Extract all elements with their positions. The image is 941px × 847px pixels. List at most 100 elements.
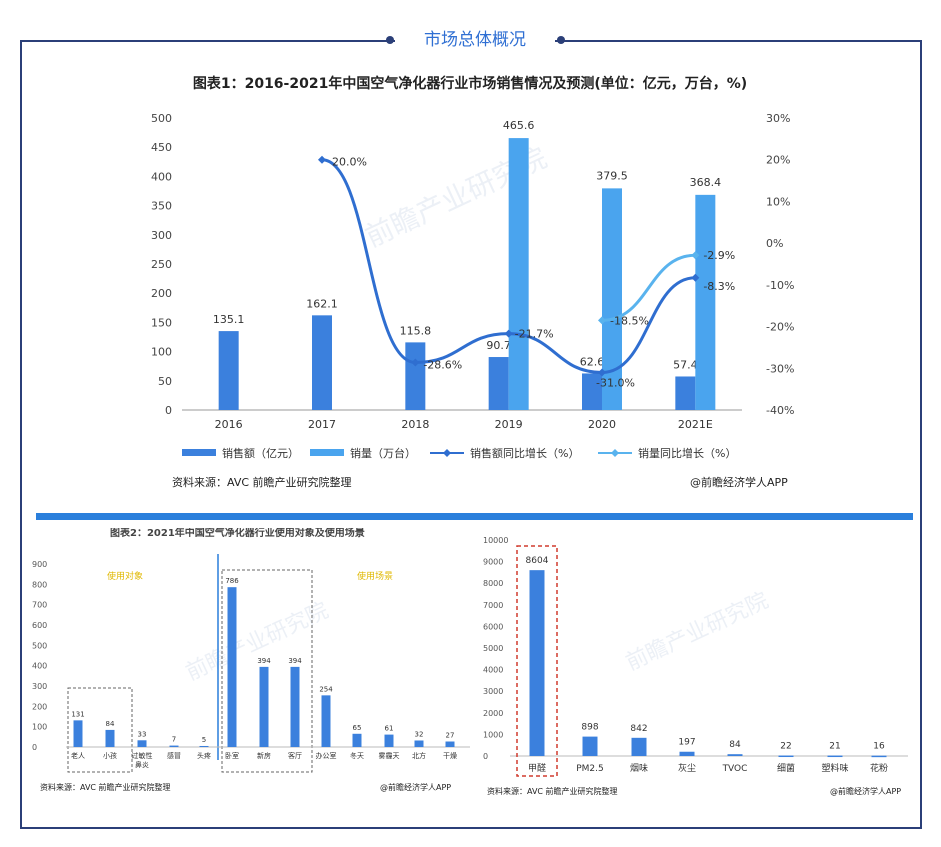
y2-tick-label: 20% bbox=[766, 154, 790, 167]
bar-volume-label: 379.5 bbox=[596, 169, 628, 182]
x-tick-label: 2018 bbox=[401, 418, 429, 431]
bar-sales-label: 135.1 bbox=[213, 313, 245, 326]
legend-label: 销售额（亿元） bbox=[222, 446, 299, 460]
bar-sales-value bbox=[218, 331, 239, 410]
highlight-box-formaldehyde bbox=[516, 545, 558, 777]
x-tick-label: 新房 bbox=[257, 751, 271, 760]
bar-volume bbox=[602, 188, 622, 410]
usage-bar-label: 131 bbox=[71, 710, 84, 718]
usage-bar-label: 65 bbox=[353, 724, 362, 732]
bar-sales-value bbox=[675, 376, 696, 410]
usage-bar-label: 84 bbox=[106, 720, 115, 728]
y-tick-label: 200 bbox=[151, 287, 172, 300]
sales-growth-point bbox=[411, 358, 420, 367]
legend-label: 销量（万台） bbox=[350, 446, 416, 460]
y-tick-label: 600 bbox=[32, 621, 47, 630]
y-tick-label: 3000 bbox=[483, 687, 503, 696]
y2-tick-label: -30% bbox=[766, 362, 794, 375]
pollutant-bar bbox=[679, 751, 695, 756]
bar-sales-label: 162.1 bbox=[306, 297, 338, 310]
bar-sales-label: 90.7 bbox=[486, 339, 511, 352]
usage-bar-label: 394 bbox=[257, 657, 271, 665]
volume-growth-point bbox=[598, 316, 606, 325]
x-tick-label: 塑料味 bbox=[821, 762, 848, 774]
usage-bar bbox=[73, 720, 83, 747]
legend-swatch bbox=[182, 449, 216, 456]
bar-sales-value bbox=[312, 315, 332, 410]
pollutant-bar bbox=[827, 755, 843, 758]
usage-bar-label: 61 bbox=[385, 725, 394, 733]
sales-growth-label: -31.0% bbox=[596, 376, 635, 389]
usage-bar bbox=[445, 741, 455, 747]
x-tick-label: 干燥 bbox=[443, 751, 457, 760]
volume-growth-label: -18.5% bbox=[610, 314, 649, 327]
x-tick-label: 冬天 bbox=[350, 751, 364, 760]
pollutant-bar-label: 16 bbox=[873, 742, 885, 752]
pollutant-bar bbox=[778, 755, 794, 758]
usage-chart-title: 图表2：2021年中国空气净化器行业使用对象及使用场景 bbox=[110, 528, 365, 539]
pollutant-bar bbox=[582, 736, 598, 756]
pollutant-bar-label: 21 bbox=[829, 742, 840, 752]
y2-tick-label: 0% bbox=[766, 237, 783, 250]
x-tick-label: 客厅 bbox=[288, 751, 302, 760]
y-tick-label: 900 bbox=[32, 560, 47, 569]
y-tick-label: 0 bbox=[165, 404, 172, 417]
x-tick-label: 2021E bbox=[678, 418, 713, 431]
pollutant-source: 资料来源：AVC 前瞻产业研究院整理 bbox=[487, 787, 618, 796]
y-tick-label: 5000 bbox=[483, 644, 503, 653]
usage-bar-label: 27 bbox=[446, 732, 455, 740]
pollutant-bar-label: 898 bbox=[581, 723, 598, 733]
y-tick-label: 6000 bbox=[483, 622, 503, 631]
usage-bar bbox=[199, 745, 209, 747]
y2-tick-label: 10% bbox=[766, 195, 790, 208]
legend-marker bbox=[443, 449, 451, 457]
bar-sales-label: 62.6 bbox=[580, 355, 605, 368]
y2-tick-label: -10% bbox=[766, 279, 794, 292]
pollutant-bar bbox=[727, 754, 743, 756]
legend-label: 销售额同比增长（%） bbox=[470, 446, 579, 460]
legend-swatch bbox=[310, 449, 344, 456]
main-source: 资料来源：AVC 前瞻产业研究院整理 bbox=[172, 476, 352, 489]
y-tick-label: 4000 bbox=[483, 666, 503, 675]
y-tick-label: 10000 bbox=[483, 536, 508, 545]
x-tick-label: 办公室 bbox=[316, 751, 337, 760]
y-tick-label: 300 bbox=[32, 682, 47, 691]
usage-bar bbox=[169, 745, 179, 747]
y-tick-label: 1000 bbox=[483, 730, 503, 739]
sales-growth-point bbox=[504, 329, 513, 338]
sales-growth-label: 20.0% bbox=[332, 156, 367, 169]
pollutant-bar-label: 8604 bbox=[526, 556, 549, 566]
y-tick-label: 500 bbox=[151, 112, 172, 125]
pollutant-credit: @前瞻经济学人APP bbox=[830, 787, 902, 796]
x-tick-label: 雾霾天 bbox=[379, 752, 400, 760]
usage-bar bbox=[259, 666, 269, 747]
bar-sales-value bbox=[582, 373, 602, 410]
x-tick-label: 小孩 bbox=[103, 751, 117, 760]
usage-bar bbox=[384, 734, 394, 747]
y-tick-label: 400 bbox=[32, 662, 47, 671]
bar-volume bbox=[695, 194, 716, 410]
bar-sales-value bbox=[488, 357, 509, 410]
pollutant-bar bbox=[871, 755, 887, 758]
x-tick-label: 头疼 bbox=[197, 751, 211, 760]
highlight-box-scenes bbox=[221, 569, 313, 773]
y-tick-label: 350 bbox=[151, 200, 172, 213]
y-tick-label: 0 bbox=[483, 752, 488, 761]
x-tick-label: 甲醛 bbox=[528, 762, 546, 774]
x-tick-label: 卧室 bbox=[225, 751, 239, 760]
usage-bar-label: 254 bbox=[319, 685, 333, 693]
y-tick-label: 0 bbox=[32, 743, 37, 752]
header-band bbox=[395, 26, 555, 54]
usage-bar-label: 786 bbox=[225, 577, 239, 585]
x-tick-label: 感冒 bbox=[167, 751, 181, 760]
pollutant-bar bbox=[631, 737, 647, 756]
pollutant-bar-label: 22 bbox=[780, 742, 791, 752]
sales-growth-point bbox=[691, 273, 700, 282]
sales-growth-label: -28.6% bbox=[423, 358, 462, 371]
y2-tick-label: -40% bbox=[766, 404, 794, 417]
usage-source: 资料来源：AVC 前瞻产业研究院整理 bbox=[40, 783, 171, 792]
y2-tick-label: -20% bbox=[766, 321, 794, 334]
y-tick-label: 100 bbox=[151, 346, 172, 359]
sales-growth-point bbox=[318, 155, 326, 164]
